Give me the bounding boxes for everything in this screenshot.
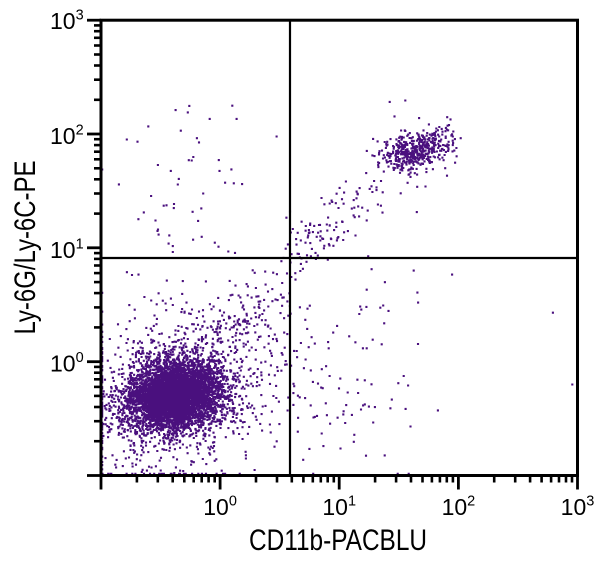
svg-text:CD11b-PACBLU: CD11b-PACBLU	[249, 524, 427, 557]
svg-text:Ly-6G/Ly-6C-PE: Ly-6G/Ly-6C-PE	[9, 161, 42, 335]
